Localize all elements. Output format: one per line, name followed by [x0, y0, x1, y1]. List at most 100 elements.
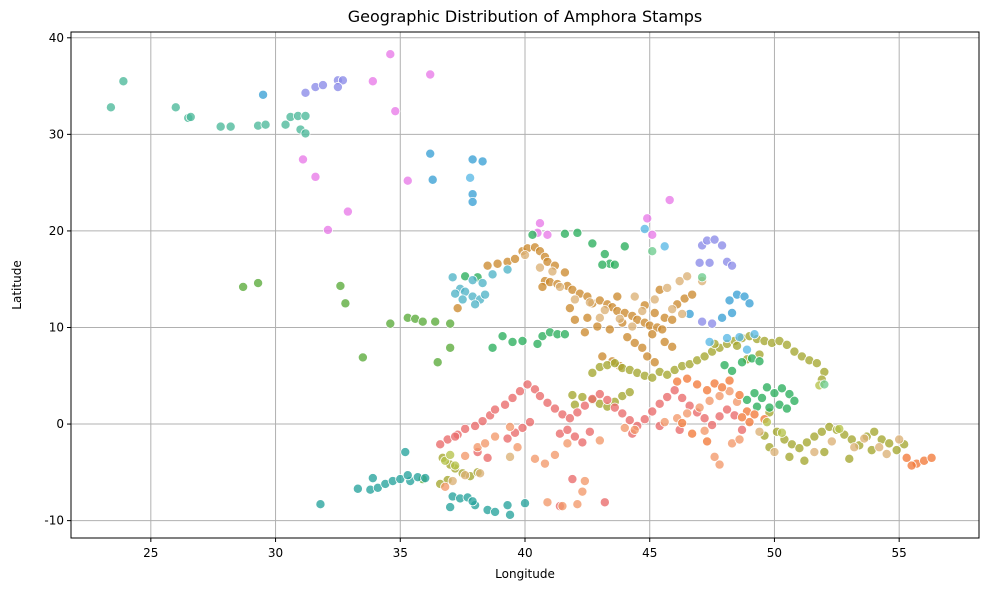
x-tick-label: 55 [892, 546, 907, 560]
scatter-point [627, 321, 638, 332]
scatter-point [524, 417, 535, 428]
scatter-point [567, 390, 578, 401]
scatter-point [649, 357, 660, 368]
scatter-point [769, 388, 780, 399]
scatter-point [549, 449, 560, 460]
scatter-point [704, 257, 715, 268]
scatter-point [572, 499, 583, 510]
scatter-point [480, 289, 491, 300]
scatter-point [337, 75, 348, 86]
scatter-point [542, 397, 553, 408]
scatter-point [629, 291, 640, 302]
scatter-point [432, 357, 443, 368]
scatter-point [577, 392, 588, 403]
scatter-point [490, 506, 501, 517]
scatter-point [559, 329, 570, 340]
scatter-point [662, 282, 673, 293]
scatter-point [677, 418, 688, 429]
x-tick-label: 40 [517, 546, 532, 560]
scatter-point [467, 496, 478, 507]
scatter-point [594, 389, 605, 400]
scatter-point [727, 365, 738, 376]
scatter-point [599, 497, 610, 508]
x-tick-label: 30 [268, 546, 283, 560]
scatter-point [849, 442, 860, 453]
scatter-point [659, 336, 670, 347]
scatter-point [258, 89, 269, 100]
scatter-point [445, 318, 456, 329]
scatter-point [537, 281, 548, 292]
scatter-point [732, 340, 743, 351]
scatter-point [402, 175, 413, 186]
scatter-point [554, 281, 565, 292]
y-tick-label: 30 [49, 127, 64, 141]
scatter-point [357, 352, 368, 363]
scatter-point [669, 385, 680, 396]
scatter-point [465, 172, 476, 183]
scatter-point [682, 271, 693, 282]
scatter-point [505, 421, 516, 432]
scatter-point [637, 306, 648, 317]
scatter-point [520, 250, 531, 261]
scatter-point [105, 102, 116, 113]
scatter-point [617, 408, 628, 419]
scatter-point [467, 154, 478, 165]
x-ticks: 25 30 35 40 45 50 55 [143, 538, 907, 560]
chart-title: Geographic Distribution of Amphora Stamp… [348, 7, 703, 26]
scatter-point [714, 391, 725, 402]
scatter-point [460, 450, 471, 461]
scatter-point [756, 392, 767, 403]
scatter-point [884, 438, 895, 449]
scatter-point [784, 451, 795, 462]
scatter-point [562, 424, 573, 435]
scatter-point [569, 314, 580, 325]
scatter-point [714, 411, 725, 422]
x-tick-label: 45 [642, 546, 657, 560]
y-tick-label: 0 [56, 417, 64, 431]
scatter-point [649, 294, 660, 305]
scatter-point [579, 476, 590, 487]
scatter-point [542, 229, 553, 240]
scatter-point [482, 260, 493, 271]
scatter-point [315, 499, 326, 510]
scatter-point [624, 415, 635, 426]
scatter-point [512, 442, 523, 453]
scatter-point [677, 392, 688, 403]
scatter-point [322, 224, 333, 235]
scatter-point [457, 294, 468, 305]
scatter-point [477, 278, 488, 289]
scatter-point [300, 111, 311, 122]
scatter-point [749, 388, 760, 399]
scatter-point [662, 369, 673, 380]
scatter-point [430, 316, 441, 327]
scatter-point [819, 447, 830, 458]
scatter-point [470, 299, 481, 310]
scatter-point [417, 316, 428, 327]
scatter-point [467, 275, 478, 286]
scatter-point [742, 394, 753, 405]
scatter-point [816, 426, 827, 437]
scatter-point [707, 318, 718, 329]
scatter-point [340, 298, 351, 309]
scatter-point [609, 402, 620, 413]
scatter-point [609, 358, 620, 369]
scatter-point [492, 258, 503, 269]
scatter-point [482, 452, 493, 463]
scatter-point [699, 425, 710, 436]
scatter-point [619, 422, 630, 433]
scatter-point [699, 413, 710, 424]
scatter-point [579, 327, 590, 338]
scatter-point [734, 434, 745, 445]
scatter-point [629, 424, 640, 435]
scatter-point [727, 308, 738, 319]
scatter-point [300, 128, 311, 139]
scatter-point [639, 414, 650, 425]
scatter-point [869, 426, 880, 437]
scatter-point [587, 393, 598, 404]
scatter-point [510, 253, 521, 264]
scatter-point [597, 259, 608, 270]
scatter-point [754, 426, 765, 437]
scatter-point [739, 291, 750, 302]
scatter-point [639, 223, 650, 234]
